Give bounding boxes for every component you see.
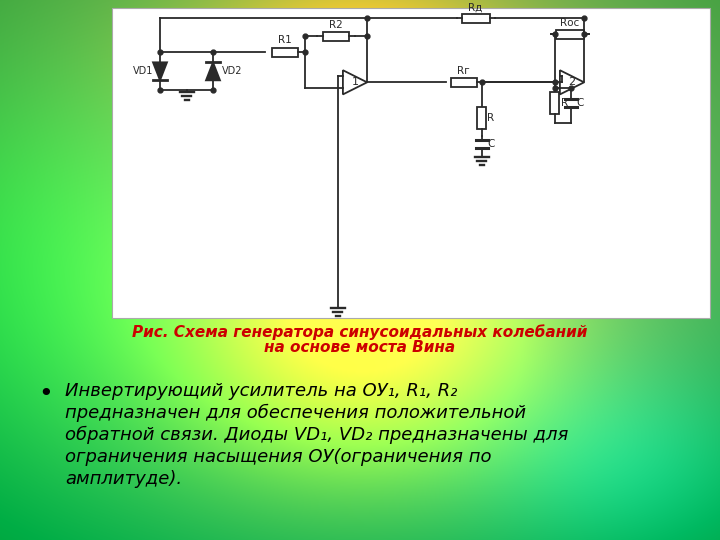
- Text: 1: 1: [351, 77, 359, 87]
- Text: R2: R2: [329, 20, 343, 30]
- Bar: [477, 107, 486, 129]
- Text: R: R: [561, 98, 568, 109]
- Text: R1: R1: [278, 35, 292, 45]
- Bar: [451, 78, 477, 87]
- FancyBboxPatch shape: [112, 8, 710, 318]
- Bar: [272, 48, 298, 57]
- Polygon shape: [206, 62, 220, 80]
- Text: VD2: VD2: [222, 66, 242, 76]
- Text: VD1: VD1: [132, 66, 153, 76]
- Bar: [556, 30, 583, 39]
- Text: амплитуде).: амплитуде).: [65, 470, 182, 488]
- Text: Инвертирующий усилитель на ОУ₁, R₁, R₂: Инвертирующий усилитель на ОУ₁, R₁, R₂: [65, 382, 457, 400]
- Bar: [550, 92, 559, 114]
- Text: Рис. Схема генератора синусоидальных колебаний: Рис. Схема генератора синусоидальных кол…: [132, 325, 588, 340]
- Text: Rг: Rг: [457, 66, 470, 76]
- Text: ограничения насыщения ОУ(ограничения по: ограничения насыщения ОУ(ограничения по: [65, 448, 492, 466]
- Text: C: C: [487, 139, 495, 149]
- Text: предназначен для обеспечения положительной: предназначен для обеспечения положительн…: [65, 404, 526, 422]
- Text: •: •: [38, 382, 53, 406]
- Text: на основе моста Вина: на основе моста Вина: [264, 340, 456, 355]
- Text: обратной связи. Диоды VD₁, VD₂ предназначены для: обратной связи. Диоды VD₁, VD₂ предназна…: [65, 426, 568, 444]
- Text: Rд: Rд: [469, 3, 482, 13]
- Text: Rос: Rос: [560, 18, 579, 28]
- Text: R: R: [487, 113, 495, 123]
- Text: 2: 2: [568, 77, 575, 87]
- Bar: [462, 14, 490, 23]
- Polygon shape: [153, 62, 167, 80]
- Bar: [323, 32, 349, 41]
- Text: C: C: [576, 98, 583, 109]
